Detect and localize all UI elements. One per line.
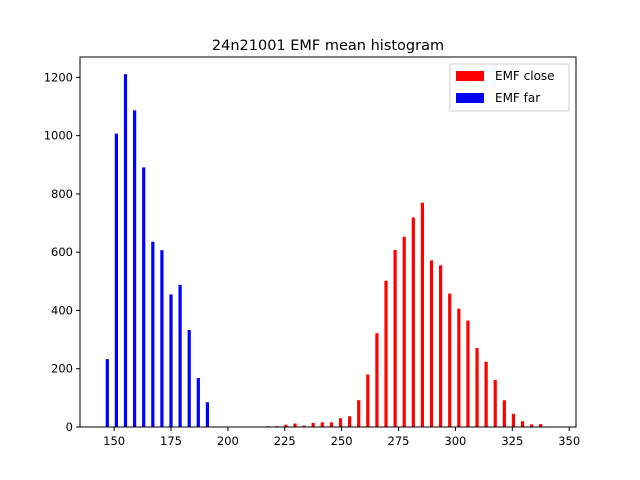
bar-emf-close-25 bbox=[493, 380, 497, 427]
x-tick-label-6: 300 bbox=[444, 434, 466, 448]
x-tick-label-5: 275 bbox=[388, 434, 410, 448]
bar-emf-far-6 bbox=[160, 250, 164, 427]
bar-emf-close-13 bbox=[384, 280, 388, 427]
bar-emf-close-29 bbox=[530, 424, 534, 427]
bar-emf-close-12 bbox=[375, 333, 379, 427]
bar-emf-close-16 bbox=[411, 217, 415, 427]
x-tick-label-8: 350 bbox=[558, 434, 580, 448]
y-axis: 0 200 400 600 800 1000 1200 bbox=[44, 70, 80, 434]
bar-emf-close-24 bbox=[484, 361, 488, 427]
y-tick-label-6: 1200 bbox=[44, 70, 73, 84]
bar-emf-far-8 bbox=[178, 284, 182, 427]
x-tick-label-2: 200 bbox=[217, 434, 239, 448]
plot-frame bbox=[79, 56, 577, 428]
bar-emf-close-10 bbox=[357, 400, 361, 427]
x-axis: 150 175 200 225 250 275 300 325 350 bbox=[103, 427, 580, 448]
y-tick-label-0: 0 bbox=[66, 420, 73, 434]
bar-emf-close-5 bbox=[311, 422, 315, 427]
legend-label-emf-close: EMF close bbox=[495, 69, 555, 83]
bar-emf-far-11 bbox=[205, 402, 210, 427]
bar-emf-far-5 bbox=[151, 241, 155, 427]
bar-emf-far-1 bbox=[114, 133, 118, 427]
bar-emf-close-18 bbox=[429, 260, 434, 427]
bar-emf-close-6 bbox=[320, 422, 324, 427]
y-tick-label-4: 800 bbox=[51, 187, 73, 201]
bar-emf-close-21 bbox=[457, 308, 461, 427]
bar-emf-close-2 bbox=[284, 424, 288, 427]
y-tick-label-2: 400 bbox=[51, 303, 73, 317]
x-tick-label-0: 150 bbox=[103, 434, 125, 448]
bar-emf-close-30 bbox=[539, 424, 543, 427]
bar-emf-close-20 bbox=[448, 293, 452, 427]
bar-emf-close-17 bbox=[420, 202, 425, 427]
bar-emf-far-3 bbox=[133, 110, 137, 427]
chart-title: 24n21001 EMF mean histogram bbox=[212, 38, 444, 54]
bar-emf-close-19 bbox=[439, 265, 443, 427]
legend: EMF close EMF far bbox=[449, 63, 570, 112]
bar-emf-close-9 bbox=[348, 416, 352, 427]
legend-swatch-emf-close bbox=[456, 71, 484, 81]
bar-emf-far-7 bbox=[169, 294, 173, 427]
bar-emf-close-28 bbox=[520, 421, 525, 427]
bar-emf-close-4 bbox=[302, 425, 306, 427]
x-tick-label-4: 250 bbox=[331, 434, 353, 448]
bar-emf-close-7 bbox=[329, 422, 334, 427]
legend-swatch-emf-far bbox=[456, 93, 484, 103]
x-tick-label-3: 225 bbox=[274, 434, 296, 448]
bar-emf-far-0 bbox=[105, 359, 109, 427]
bar-emf-close-3 bbox=[293, 423, 297, 427]
x-tick-label-7: 325 bbox=[501, 434, 523, 448]
bar-emf-close-11 bbox=[366, 374, 370, 427]
bar-emf-close-8 bbox=[338, 418, 343, 427]
bar-emf-close-14 bbox=[393, 249, 397, 427]
bars-layer bbox=[105, 74, 543, 428]
bar-emf-far-2 bbox=[123, 74, 128, 427]
legend-label-emf-far: EMF far bbox=[495, 91, 540, 105]
x-tick-label-1: 175 bbox=[160, 434, 182, 448]
y-tick-label-3: 600 bbox=[51, 245, 73, 259]
bar-emf-far-10 bbox=[196, 378, 200, 427]
bar-emf-close-22 bbox=[466, 320, 470, 427]
bar-emf-close-26 bbox=[502, 400, 506, 427]
bar-emf-far-9 bbox=[187, 329, 191, 427]
bar-emf-far-4 bbox=[142, 167, 146, 428]
y-tick-label-1: 200 bbox=[51, 362, 73, 376]
bar-emf-close-15 bbox=[402, 236, 406, 427]
bar-emf-close-23 bbox=[475, 348, 479, 427]
bar-emf-close-27 bbox=[511, 413, 516, 427]
y-tick-label-5: 1000 bbox=[44, 129, 73, 143]
